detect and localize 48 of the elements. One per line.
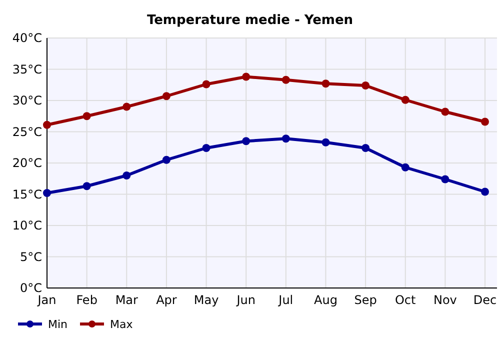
x-tick-label: Apr (156, 293, 177, 307)
point (122, 172, 131, 180)
point (362, 144, 370, 152)
point (401, 163, 410, 172)
legend-label: Min (48, 318, 68, 331)
y-tick-label: 35°C (12, 62, 42, 76)
x-tick-label: May (194, 293, 219, 307)
y-tick-label: 10°C (12, 218, 42, 233)
legend-label: Max (110, 318, 134, 331)
point (481, 188, 489, 196)
y-tick-label: 25°C (12, 124, 42, 139)
y-tick-label: 20°C (12, 156, 42, 170)
chart-title: Temperature medie - Yemen (146, 13, 354, 28)
point (202, 80, 210, 88)
point (162, 156, 170, 164)
x-tick-label: Feb (76, 293, 98, 307)
point (43, 120, 51, 129)
y-tick-label: 0°C (20, 281, 42, 296)
point (441, 108, 450, 116)
point (282, 134, 290, 143)
point (43, 189, 51, 197)
x-tick-label: Sep (354, 293, 377, 307)
point (401, 96, 410, 104)
x-tick-label: Mar (115, 293, 138, 307)
y-tick-label: 40°C (12, 31, 42, 46)
point (202, 144, 210, 152)
y-tick-label: 5°C (20, 250, 42, 264)
point (162, 92, 170, 100)
point (481, 118, 489, 126)
x-tick-label: Oct (394, 293, 416, 307)
point (441, 175, 450, 184)
x-tick-label: Jan (36, 293, 56, 307)
point (242, 137, 250, 146)
point (82, 182, 91, 190)
y-tick-label: 30°C (12, 94, 42, 108)
x-tick-label: Dec (473, 293, 497, 307)
point (362, 82, 370, 90)
point (282, 76, 290, 84)
x-tick-label: Nov (433, 293, 457, 307)
y-tick-label: 15°C (12, 187, 42, 202)
point (322, 80, 330, 88)
point (82, 112, 91, 120)
x-tick-label: Aug (314, 293, 338, 307)
point (242, 72, 250, 81)
point (122, 102, 131, 111)
x-tick-label: Jul (278, 293, 294, 307)
point (322, 138, 330, 146)
x-tick-label: Jun (236, 293, 256, 307)
